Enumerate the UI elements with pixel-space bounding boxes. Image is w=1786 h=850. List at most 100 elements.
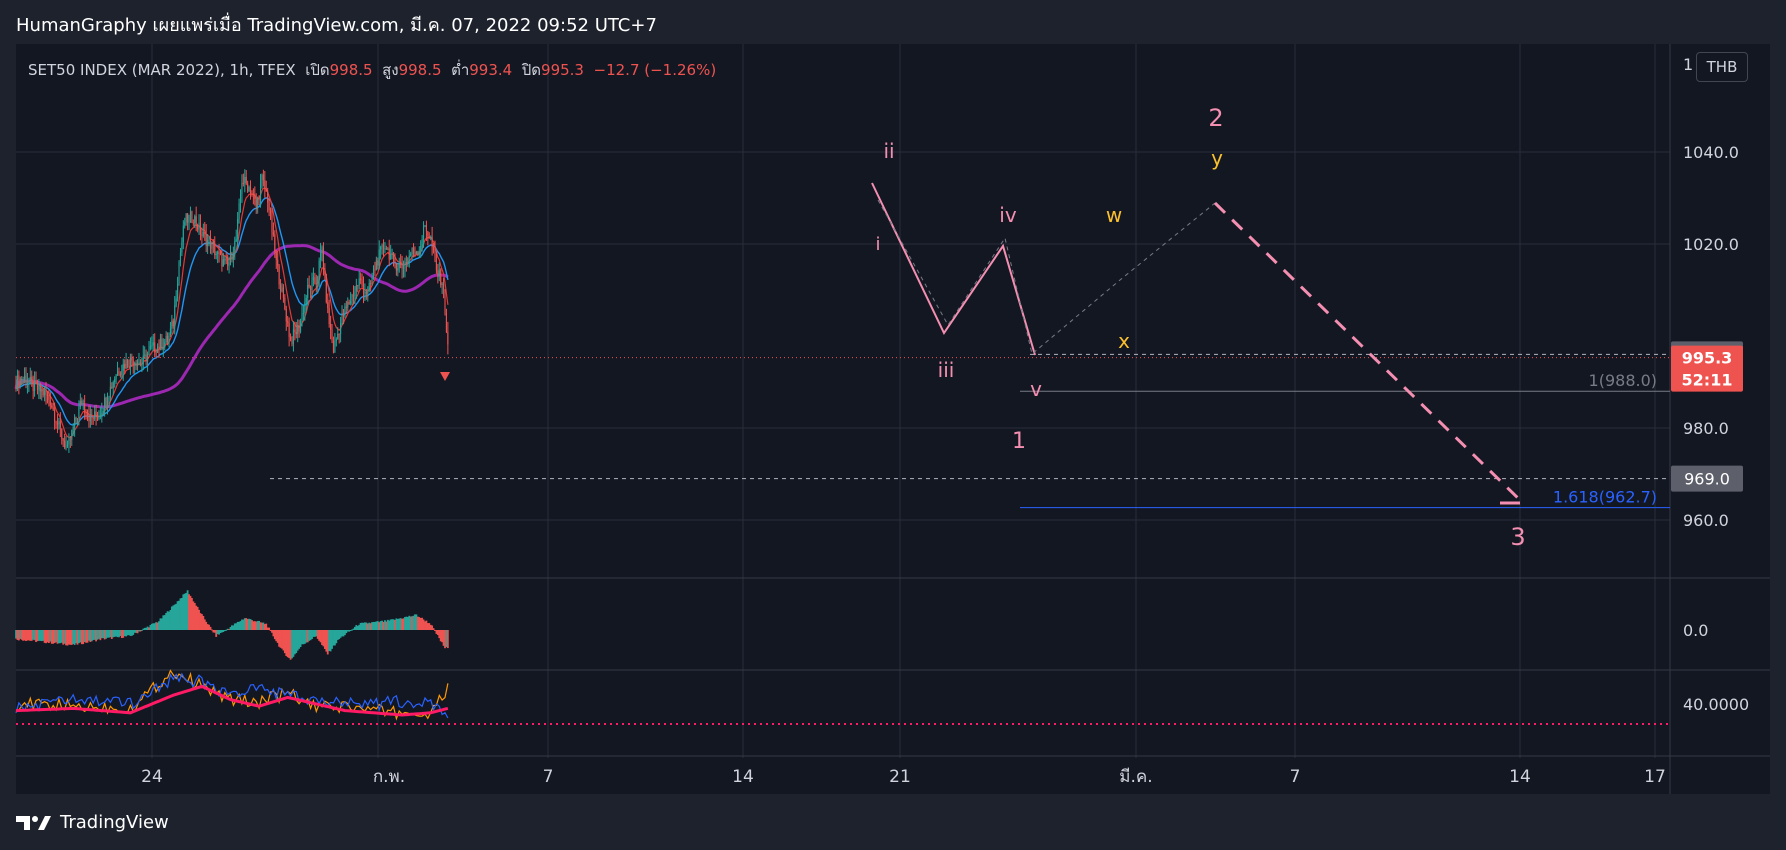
candle-body <box>441 283 443 285</box>
candle-body <box>109 386 111 398</box>
macd-bar <box>285 630 288 657</box>
price-badge <box>1671 341 1743 368</box>
macd-bar <box>192 601 195 630</box>
candle-body <box>258 197 260 200</box>
macd-bar <box>135 630 138 633</box>
macd-bar <box>90 630 93 642</box>
candle-body <box>191 211 193 223</box>
candle-body <box>192 222 194 224</box>
candle-body <box>76 418 79 420</box>
candle-body <box>305 297 307 302</box>
macd-bar <box>394 619 396 630</box>
candle-body <box>320 252 322 261</box>
macd-bar <box>316 630 319 639</box>
candle-body <box>264 180 266 189</box>
macd-bar <box>295 630 298 654</box>
candle-body <box>430 236 432 238</box>
macd-bar <box>262 622 265 630</box>
macd-bar <box>355 625 358 630</box>
macd-bar <box>218 630 220 635</box>
macd-bar <box>305 630 308 643</box>
candle-body <box>380 246 382 250</box>
macd-bar <box>155 622 158 630</box>
macd-bar <box>241 619 243 630</box>
macd-bar <box>434 630 436 631</box>
candle-body <box>225 259 227 261</box>
macd-bar <box>59 630 62 644</box>
macd-bar <box>375 621 378 630</box>
macd-bar <box>438 630 441 639</box>
candle-body <box>425 225 427 232</box>
candle-body <box>28 381 30 383</box>
macd-bar <box>78 630 80 644</box>
macd-bar <box>239 621 242 630</box>
currency-button[interactable]: THB <box>1696 52 1748 82</box>
macd-bar <box>42 630 45 641</box>
macd-bar <box>208 624 210 630</box>
candle-body <box>104 397 106 411</box>
macd-bar <box>128 630 130 636</box>
macd-bar <box>424 621 426 630</box>
publish-header: HumanGraphy เผยแพร่เมื่อ TradingView.com… <box>16 15 657 36</box>
candle-body <box>421 239 423 246</box>
macd-bar <box>428 623 431 630</box>
candle-body <box>247 183 249 192</box>
candle-body <box>410 253 412 256</box>
macd-bar <box>73 630 76 645</box>
candle-body <box>261 174 263 184</box>
macd-bar <box>384 620 386 630</box>
candle-body <box>125 360 127 369</box>
macd-bar <box>116 630 119 638</box>
wave-label-3: 3 <box>1510 523 1525 551</box>
candle-body <box>315 283 317 285</box>
candle-body <box>252 194 254 196</box>
candle-body <box>445 313 447 332</box>
macd-bar <box>278 630 281 647</box>
wave-3-projection <box>1213 201 1522 502</box>
high-value: 998.5 <box>398 61 442 79</box>
candle-body <box>112 382 114 388</box>
macd-bar <box>119 630 122 637</box>
macd-bar <box>108 630 110 638</box>
macd-bar <box>39 630 42 641</box>
candle-body <box>84 403 86 412</box>
candle-body <box>188 215 190 223</box>
macd-bar <box>98 630 100 639</box>
candle-body <box>301 313 303 322</box>
candle-body <box>360 278 362 281</box>
candle-body <box>377 260 379 266</box>
candle-body <box>280 284 282 292</box>
axes: 1040.0 1020.0 980.0 960.0 1 0.0 40.0000 24 ก.พ. 7… <box>141 55 1749 787</box>
macd-bar <box>252 621 255 630</box>
macd-bar <box>321 630 323 645</box>
candle-body <box>411 248 413 254</box>
macd-bar <box>376 621 379 630</box>
macd-bar <box>46 630 49 643</box>
macd-bar <box>129 630 132 636</box>
candle-body <box>272 232 274 235</box>
candle-body <box>255 199 257 208</box>
footer-brand[interactable]: TradingView <box>16 812 169 833</box>
candle-body <box>428 236 430 238</box>
candle-body <box>312 277 314 281</box>
candle-body <box>325 274 327 303</box>
macd-bar <box>168 611 170 630</box>
macd-bar <box>348 630 351 632</box>
candle-body <box>25 375 27 384</box>
macd-bar <box>395 618 398 630</box>
candle-body <box>269 210 272 213</box>
macd-bar <box>276 630 279 643</box>
macd-bar <box>306 630 309 643</box>
macd-bar <box>445 630 448 648</box>
macd-bar <box>313 630 316 637</box>
candle-body <box>65 446 67 448</box>
candle-body <box>115 374 117 380</box>
candle-body <box>237 219 239 240</box>
macd-bar <box>286 630 289 658</box>
open-value: 998.5 <box>329 61 373 79</box>
macd-bar <box>199 613 202 630</box>
oscillator-line-3 <box>15 684 449 717</box>
macd-bar <box>145 627 148 630</box>
candle-body <box>271 212 273 233</box>
